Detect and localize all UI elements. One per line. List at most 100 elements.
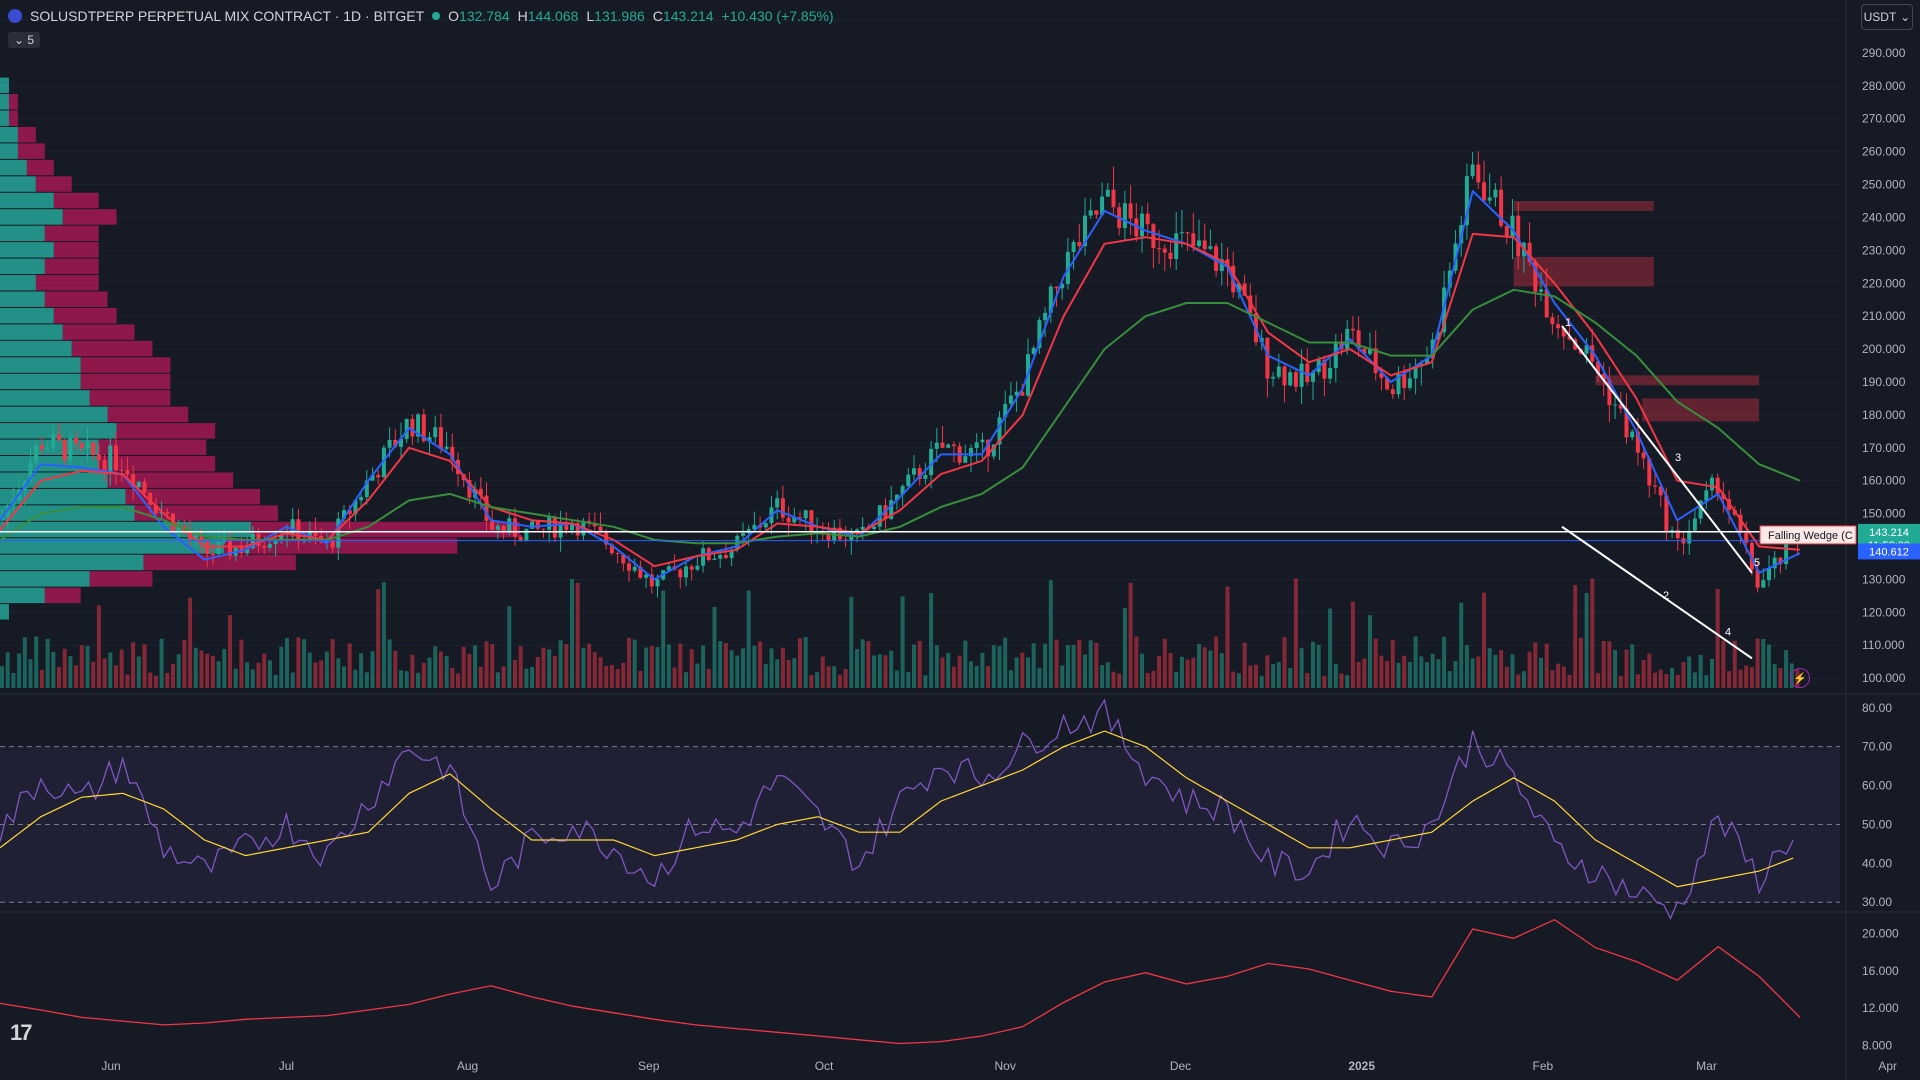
price-tick: 280.000 xyxy=(1862,79,1906,93)
volume-bar xyxy=(1014,657,1019,688)
price-tick: 170.000 xyxy=(1862,441,1906,455)
volume-bar xyxy=(1248,665,1253,688)
vp-up-bar xyxy=(0,192,54,209)
price-tick: 210.000 xyxy=(1862,309,1906,323)
symbol-title[interactable]: SOLUSDTPERP PERPETUAL MIX CONTRACT · 1D … xyxy=(30,8,425,24)
candle-body xyxy=(1710,477,1714,491)
volume-bar xyxy=(980,652,985,688)
open-label: O xyxy=(448,8,460,24)
volume-bar xyxy=(1026,657,1030,688)
volume-bar xyxy=(1630,644,1635,688)
volume-bar xyxy=(1590,578,1595,688)
volume-bar xyxy=(866,641,871,688)
volume-bar xyxy=(1328,608,1333,688)
candle-body xyxy=(1413,366,1418,379)
candle-body xyxy=(290,519,295,534)
rsi-tick: 30.00 xyxy=(1862,895,1892,909)
falling-wedge-pattern[interactable]: 1 2 3 4 5 xyxy=(1561,317,1760,660)
price-tick: 230.000 xyxy=(1862,243,1906,257)
candle-body xyxy=(1658,486,1663,496)
volume-bar xyxy=(1704,675,1709,688)
volume-bar xyxy=(28,659,33,688)
volume-bar xyxy=(912,644,916,688)
volume-bar xyxy=(1476,656,1481,688)
price-axis[interactable]: 100.000 110.000 120.000 130.000 150.000 160.0… xyxy=(1862,13,1906,1052)
volume-bar xyxy=(364,672,369,688)
volume-bar xyxy=(1698,654,1703,688)
candle-body xyxy=(1236,283,1241,293)
volume-bar xyxy=(627,637,631,688)
volume-bar xyxy=(1510,654,1515,688)
high-value: 144.068 xyxy=(527,8,579,24)
candle-body xyxy=(974,442,979,448)
time-tick: Feb xyxy=(1533,1059,1554,1073)
volume-bar xyxy=(473,645,478,688)
candle-body xyxy=(638,566,643,578)
candle-body xyxy=(684,566,688,578)
volume-bar xyxy=(706,668,711,688)
volume-bar xyxy=(159,638,164,688)
candle-body xyxy=(689,566,694,570)
candle-body xyxy=(347,510,352,515)
candle-body xyxy=(860,526,865,530)
horizontal-levels[interactable] xyxy=(0,530,1840,542)
candle-body xyxy=(307,531,312,539)
candle-body xyxy=(969,447,973,457)
volume-bar xyxy=(1151,670,1156,688)
volume-bar xyxy=(1048,580,1053,688)
volume-bar xyxy=(1316,644,1321,688)
vp-down-bar xyxy=(17,126,36,143)
volume-bar xyxy=(1430,653,1435,688)
candle-body xyxy=(376,474,381,478)
volume-bar xyxy=(1373,638,1378,688)
wedge-upper-line xyxy=(1561,325,1753,574)
indicators-collapse-button[interactable]: ⌄ 5 xyxy=(8,32,41,48)
candle-body xyxy=(530,521,535,529)
candle-body xyxy=(1556,324,1561,329)
volume-bar xyxy=(1031,643,1036,688)
volume-bar xyxy=(1784,650,1789,688)
candle-body xyxy=(1208,246,1213,249)
candle-body xyxy=(467,479,472,498)
candle-body xyxy=(1271,376,1276,379)
volume-bar xyxy=(1715,588,1720,688)
volume-bar xyxy=(68,656,73,688)
vp-up-bar xyxy=(0,209,63,225)
candle-body xyxy=(786,517,791,523)
price-tick: 160.000 xyxy=(1862,474,1906,488)
candle-body xyxy=(872,526,877,529)
candle-body xyxy=(1653,485,1657,487)
volume-bar xyxy=(934,645,939,688)
wedge-point-label: 5 xyxy=(1754,557,1760,569)
volume-bar xyxy=(1778,668,1783,688)
candle-body xyxy=(718,554,723,559)
volume-bar xyxy=(1647,653,1652,688)
time-axis[interactable]: Jun Jul Aug Sep Oct Nov Dec 2025 Feb Mar Apr xyxy=(101,1059,1897,1073)
vp-down-bar xyxy=(98,439,207,456)
candle-body xyxy=(889,500,894,519)
volume-bar xyxy=(1288,667,1293,688)
volume-profile xyxy=(0,77,520,620)
candle-body xyxy=(855,529,859,533)
candle-body xyxy=(410,418,415,437)
vp-down-bar xyxy=(17,143,45,159)
tradingview-logo-icon[interactable]: 17 xyxy=(10,1020,33,1045)
lightning-icon[interactable]: ⚡ xyxy=(1790,668,1810,688)
vp-down-bar xyxy=(143,554,296,571)
volume-bar xyxy=(45,638,50,688)
currency-selector[interactable]: USDT ⌄ xyxy=(1861,4,1913,30)
vp-down-bar xyxy=(107,406,189,423)
candle-body xyxy=(1641,452,1646,459)
moving-average-line xyxy=(0,232,1801,568)
volume-bar xyxy=(210,655,215,688)
volume-bar xyxy=(1282,637,1287,688)
volume-bar xyxy=(518,646,523,688)
volume-bar xyxy=(963,640,968,688)
close-value: 143.214 xyxy=(662,8,714,24)
candle-body xyxy=(1630,431,1635,438)
chevron-down-icon: ⌄ xyxy=(14,33,25,47)
candle-body xyxy=(1698,500,1703,519)
candle-body xyxy=(501,525,506,532)
candle-body xyxy=(1784,541,1789,565)
